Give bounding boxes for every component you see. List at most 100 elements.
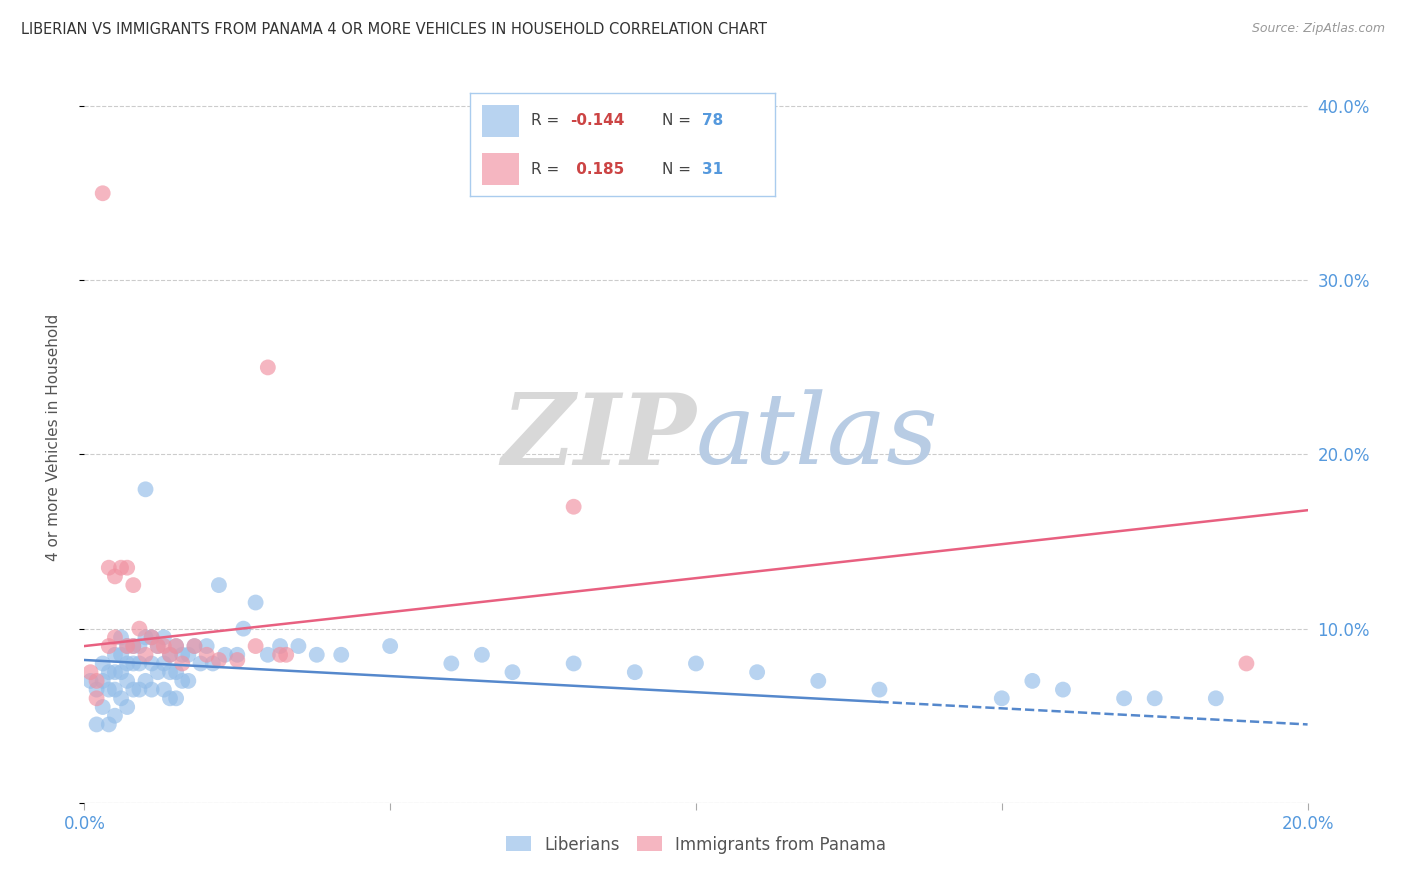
Point [1143, 691, 1166, 706]
Point [97, 639, 120, 653]
Point [153, 682, 176, 697]
Point [86, 717, 108, 731]
Point [747, 665, 769, 680]
Point [471, 648, 494, 662]
Point [287, 639, 309, 653]
Point [91, 657, 114, 671]
Point [153, 657, 176, 671]
Point [122, 578, 145, 592]
Point [97, 665, 120, 680]
Legend: Liberians, Immigrants from Panama: Liberians, Immigrants from Panama [499, 829, 893, 860]
Point [146, 639, 169, 653]
Point [269, 639, 291, 653]
Point [257, 648, 280, 662]
Point [122, 657, 145, 671]
Point [104, 648, 127, 662]
Point [177, 673, 200, 688]
Point [208, 653, 231, 667]
Point [86, 691, 108, 706]
Point [502, 665, 524, 680]
Point [122, 639, 145, 653]
Point [110, 560, 132, 574]
Point [991, 691, 1014, 706]
Point [104, 631, 127, 645]
Point [190, 657, 212, 671]
Point [141, 631, 163, 645]
Point [330, 648, 353, 662]
Point [1114, 691, 1136, 706]
Point [97, 717, 120, 731]
Point [128, 682, 150, 697]
Point [135, 631, 157, 645]
Point [110, 648, 132, 662]
Point [115, 639, 138, 653]
Point [122, 682, 145, 697]
Point [232, 622, 254, 636]
Point [245, 639, 267, 653]
Point [110, 665, 132, 680]
Point [1021, 673, 1043, 688]
Point [807, 673, 830, 688]
Point [86, 673, 108, 688]
Point [165, 691, 187, 706]
Point [172, 648, 194, 662]
Point [104, 665, 127, 680]
Point [869, 682, 891, 697]
Point [79, 665, 101, 680]
Point [97, 682, 120, 697]
Point [91, 700, 114, 714]
Point [146, 665, 169, 680]
Point [153, 639, 176, 653]
Point [110, 631, 132, 645]
Point [201, 657, 224, 671]
Point [91, 186, 114, 201]
Point [135, 483, 157, 497]
Point [269, 648, 291, 662]
Point [153, 631, 176, 645]
Point [165, 665, 187, 680]
Point [562, 657, 585, 671]
Point [104, 682, 127, 697]
Point [685, 657, 707, 671]
Point [91, 673, 114, 688]
Point [1205, 691, 1227, 706]
Point [159, 648, 181, 662]
Point [183, 639, 205, 653]
Point [1236, 657, 1258, 671]
Point [135, 673, 157, 688]
Point [115, 639, 138, 653]
Point [159, 691, 181, 706]
Point [172, 657, 194, 671]
Point [128, 622, 150, 636]
Point [135, 648, 157, 662]
Point [183, 639, 205, 653]
Point [141, 682, 163, 697]
Point [110, 691, 132, 706]
Point [226, 648, 249, 662]
Point [440, 657, 463, 671]
Text: atlas: atlas [696, 390, 939, 484]
Point [115, 673, 138, 688]
Point [257, 360, 280, 375]
Point [141, 657, 163, 671]
Y-axis label: 4 or more Vehicles in Household: 4 or more Vehicles in Household [46, 313, 60, 561]
Point [115, 700, 138, 714]
Point [128, 657, 150, 671]
Point [195, 648, 218, 662]
Point [1052, 682, 1074, 697]
Point [146, 639, 169, 653]
Point [115, 560, 138, 574]
Point [86, 682, 108, 697]
Point [104, 569, 127, 583]
Point [214, 648, 236, 662]
Point [165, 639, 187, 653]
Point [245, 595, 267, 609]
Point [159, 648, 181, 662]
Point [159, 665, 181, 680]
Point [177, 648, 200, 662]
Point [97, 560, 120, 574]
Point [305, 648, 328, 662]
Text: ZIP: ZIP [501, 389, 696, 485]
Point [208, 578, 231, 592]
Point [172, 673, 194, 688]
